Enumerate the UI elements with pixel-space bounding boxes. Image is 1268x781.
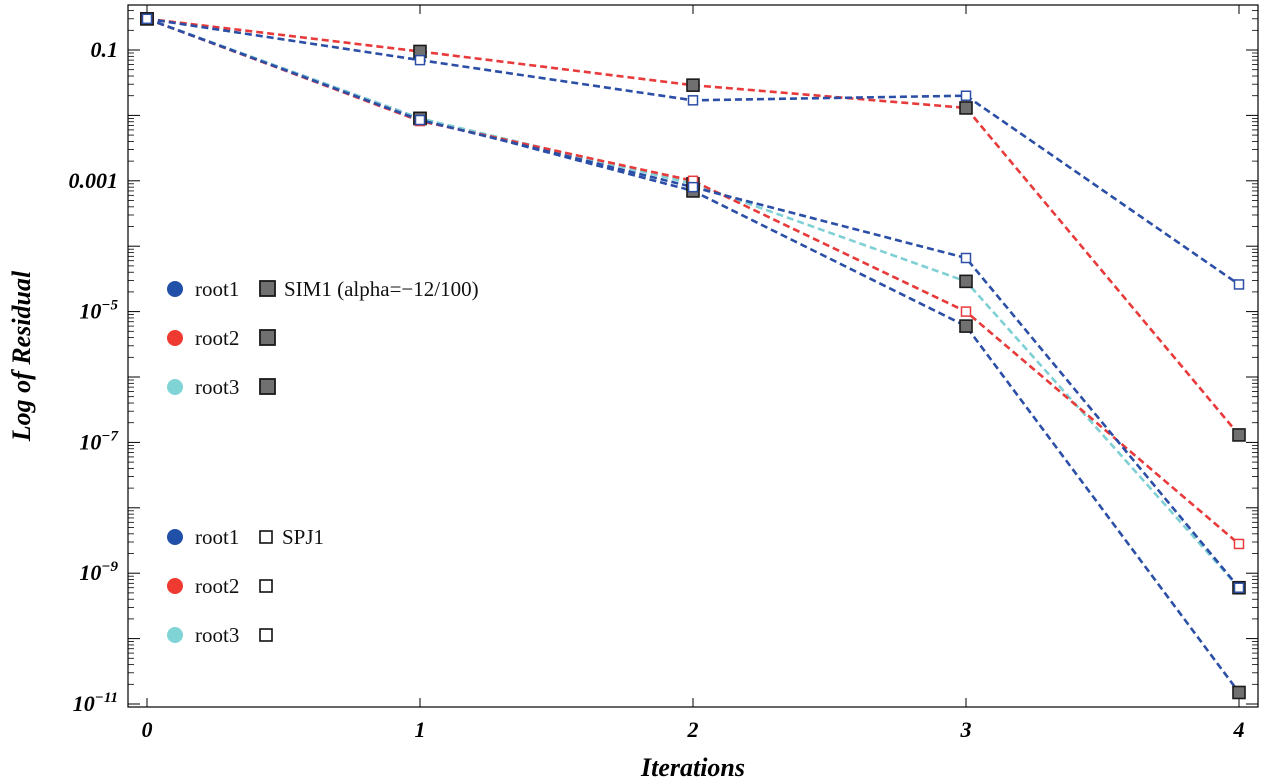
x-axis-title: Iterations xyxy=(640,753,745,781)
legend-marker-filled-square xyxy=(259,329,276,346)
data-point-sim1-root2 xyxy=(959,101,973,115)
legend-label-root2: root2 xyxy=(195,326,239,350)
legend-dot-root2 xyxy=(167,330,183,346)
x-tick-label: 0 xyxy=(142,717,153,742)
x-tick-label: 1 xyxy=(415,717,426,742)
data-point-spj1-root2 xyxy=(1233,538,1245,550)
data-point-spj1-root3 xyxy=(141,13,153,25)
legend-label-root1: root1 xyxy=(195,277,239,301)
y-tick-label: 10−7 xyxy=(79,428,118,454)
legend-label-root3: root3 xyxy=(195,623,239,647)
series-line-spj1-root1 xyxy=(146,17,1240,286)
series-lines xyxy=(146,17,1241,694)
y-tick-label: 10−9 xyxy=(79,559,118,585)
data-point-spj1-root3 xyxy=(687,181,699,193)
series-line-sim1-root1 xyxy=(146,17,1241,694)
y-tick-label: 0.1 xyxy=(91,37,119,62)
data-point-spj1-root1 xyxy=(414,54,426,66)
legend-label-root2: root2 xyxy=(195,574,239,598)
data-point-spj1-root3 xyxy=(1233,582,1245,593)
legend-method-label: SIM1 (alpha=−12/100) xyxy=(284,277,479,301)
legend-dot-root1 xyxy=(167,529,183,545)
x-tick-label: 4 xyxy=(1233,717,1245,742)
data-point-sim1-root1 xyxy=(1232,685,1246,700)
data-point-sim1-root2 xyxy=(686,78,700,92)
legend-dot-root1 xyxy=(167,281,183,297)
data-point-spj1-root2 xyxy=(960,306,972,317)
series-line-spj1-root2 xyxy=(146,17,1240,545)
data-point-spj1-root1 xyxy=(687,95,699,106)
data-point-sim1-root2 xyxy=(1232,428,1246,442)
x-tick-label: 2 xyxy=(687,717,699,742)
data-point-sim1-root1 xyxy=(959,319,973,333)
plot-frame xyxy=(127,4,1259,708)
y-tick-label: 10−11 xyxy=(73,690,118,716)
y-axis-title: Log of Residual xyxy=(7,270,36,442)
data-point-spj1-root3 xyxy=(414,114,426,126)
legend-marker-open-square xyxy=(259,628,273,642)
legend: root1 SIM1 (alpha=−12/100) root2 root3 root1… xyxy=(167,277,479,647)
legend-label-root3: root3 xyxy=(195,375,239,399)
x-axis: 0 1 2 3 4 xyxy=(142,5,1245,742)
data-point-spj1-root3 xyxy=(960,252,972,264)
legend-dot-root3 xyxy=(167,627,183,643)
y-tick-label: 0.001 xyxy=(69,168,119,193)
legend-label-root1: root1 xyxy=(195,525,239,549)
legend-marker-filled-square xyxy=(259,378,276,395)
legend-dot-root3 xyxy=(167,379,183,395)
legend-method-label: SPJ1 xyxy=(282,525,324,549)
series-markers xyxy=(140,11,1246,700)
legend-marker-filled-square xyxy=(259,280,276,297)
x-tick-label: 3 xyxy=(960,717,972,742)
legend-marker-open-square xyxy=(259,530,273,544)
y-tick-label: 10−5 xyxy=(79,298,118,324)
y-axis: 0.1 0.001 10−5 10−7 10−9 10−11 xyxy=(69,10,1258,716)
data-point-sim1-root3 xyxy=(959,274,973,289)
legend-marker-open-square xyxy=(259,579,273,593)
data-point-spj1-root1 xyxy=(1233,279,1245,290)
data-point-spj1-root1 xyxy=(960,90,972,101)
legend-dot-root2 xyxy=(167,578,183,594)
